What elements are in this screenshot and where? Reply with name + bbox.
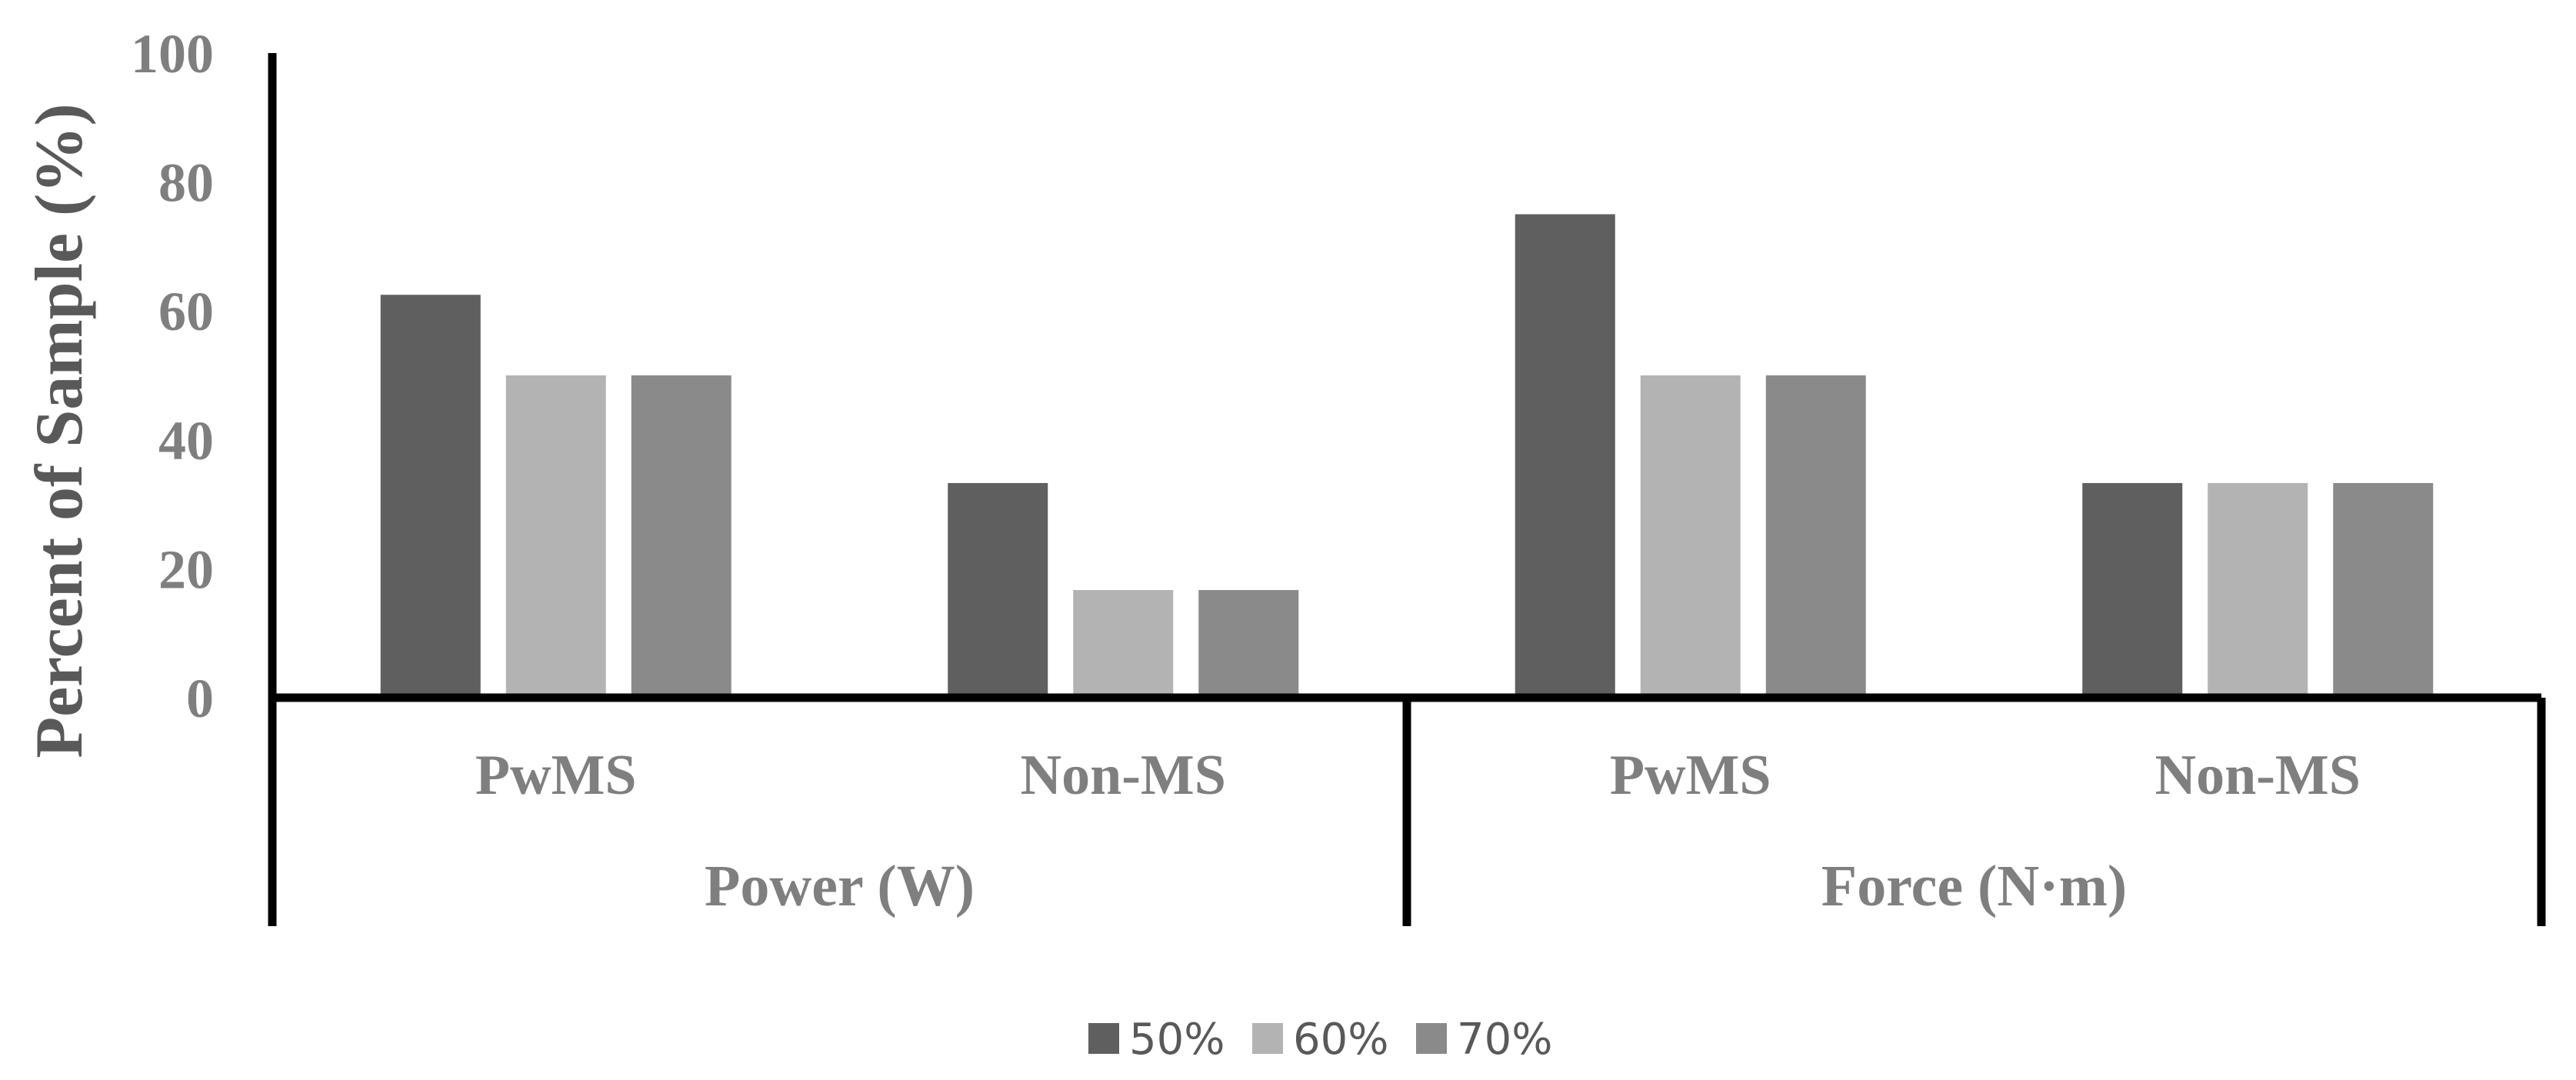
bar-70pct-2 xyxy=(1765,375,1866,698)
bar-60pct-0 xyxy=(505,375,606,698)
bar-60pct-1 xyxy=(1073,590,1174,698)
bar-70pct-3 xyxy=(2333,482,2434,698)
legend-swatch-0 xyxy=(1088,1023,1119,1054)
bar-50pct-2 xyxy=(1515,214,1615,698)
category-labels: PwMS Non-MS PwMS Non-MS xyxy=(475,744,2361,807)
y-tick-label: 0 xyxy=(186,668,214,729)
category-label: PwMS xyxy=(1610,744,1771,807)
group-label: Power (W) xyxy=(705,854,975,918)
y-tick-label: 60 xyxy=(158,281,214,342)
y-tick-label: 100 xyxy=(131,23,214,85)
category-label: Non-MS xyxy=(1021,744,1226,807)
bar-50pct-3 xyxy=(2082,482,2183,698)
group-label: Force (N·m) xyxy=(1821,854,2127,918)
bar-70pct-0 xyxy=(631,375,731,698)
legend-label: 60% xyxy=(1293,1015,1388,1065)
group-labels: Power (W) Force (N·m) xyxy=(705,854,2127,918)
legend-swatch-1 xyxy=(1252,1023,1283,1054)
y-tick-label: 20 xyxy=(158,538,214,600)
axes xyxy=(268,53,2546,926)
legend-label: 50% xyxy=(1129,1015,1225,1065)
bar-70pct-1 xyxy=(1198,590,1299,698)
bars xyxy=(380,214,2434,698)
bar-50pct-1 xyxy=(948,482,1048,698)
y-axis-ticks: 0 20 40 60 80 100 xyxy=(131,23,214,729)
bar-60pct-2 xyxy=(1640,375,1741,698)
legend-label: 70% xyxy=(1457,1015,1552,1065)
legend: 50% 60% 70% xyxy=(1088,1015,1552,1065)
legend-swatch-2 xyxy=(1416,1023,1447,1054)
y-axis-label: Percent of Sample (%) xyxy=(22,103,97,758)
bar-50pct-0 xyxy=(380,295,481,698)
bar-60pct-3 xyxy=(2208,482,2308,698)
category-label: PwMS xyxy=(475,744,637,807)
y-tick-label: 40 xyxy=(158,410,214,472)
category-label: Non-MS xyxy=(2155,744,2361,807)
y-tick-label: 80 xyxy=(158,152,214,214)
